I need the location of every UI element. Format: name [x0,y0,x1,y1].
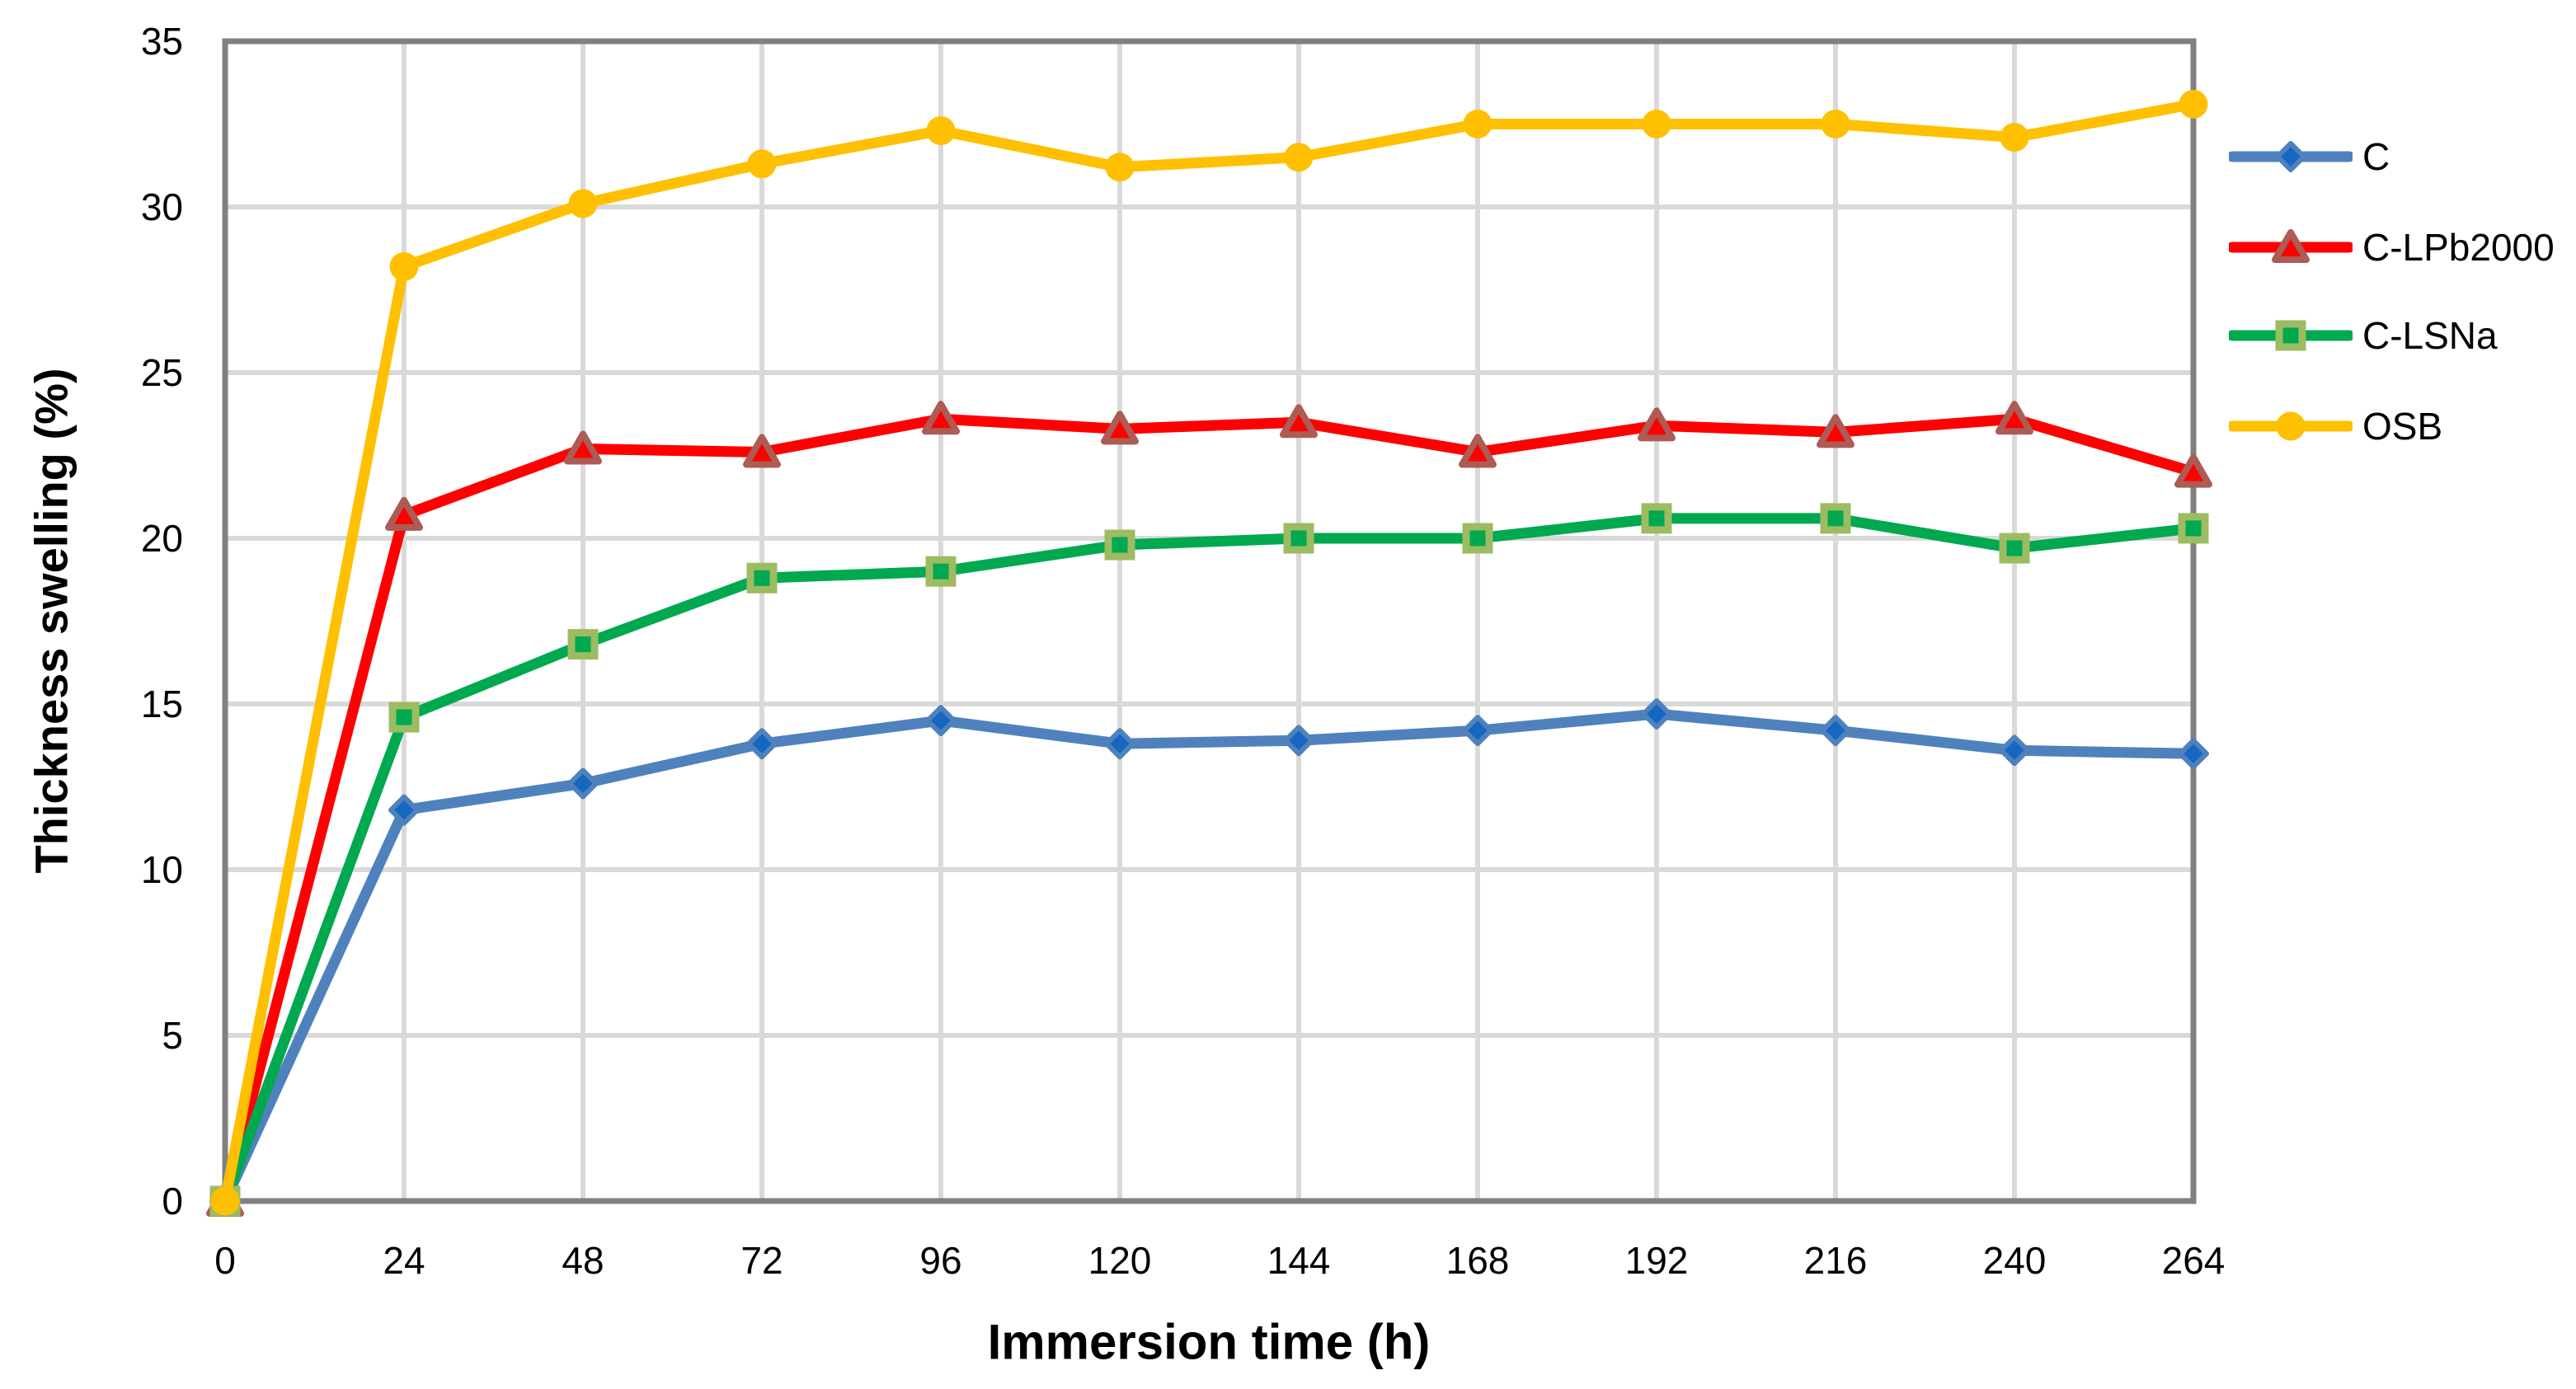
triangle-marker [2272,229,2310,263]
legend-swatch-c [2229,141,2353,172]
x-tick-label: 168 [1446,1239,1510,1282]
legend-label-c-lsna: C-LSNa [2362,314,2498,357]
x-tick-label: 144 [1267,1239,1331,1282]
y-tick-label: 15 [141,683,183,725]
circle-marker [2179,89,2208,119]
diamond-marker [388,794,420,826]
circle-marker [1642,110,1671,138]
y-tick-label: 5 [162,1014,183,1057]
circle-marker [2276,411,2306,441]
x-tick-label: 48 [562,1239,604,1282]
triangle-marker [2174,453,2212,488]
y-tick-label: 25 [141,351,183,394]
square-marker [1104,529,1135,561]
legend-label-osb: OSB [2362,405,2443,448]
square-marker [1283,523,1314,554]
triangle-marker [1995,401,2033,435]
series-c-lpb2000 [206,401,2212,1217]
circle-marker [1105,153,1135,182]
diamond-marker [1820,715,1851,747]
series-c [209,698,2209,1217]
diamond-marker [2275,141,2306,172]
y-tick-label: 35 [141,20,183,63]
diamond-marker [567,767,599,800]
circle-marker [747,149,777,179]
square-marker [1462,523,1493,554]
diamond-marker [1462,715,1493,747]
square-marker [2275,320,2306,351]
legend-swatch-osb [2229,411,2353,441]
diamond-marker [1283,725,1314,757]
legend-label-c-lpb2000: C-LPb2000 [2362,226,2555,269]
series-osb [210,89,2208,1216]
circle-marker [568,189,598,218]
x-tick-label: 96 [919,1239,961,1282]
circle-marker [1463,110,1492,138]
x-tick-label: 192 [1625,1239,1689,1282]
circle-marker [389,251,419,281]
legend-item-c-lpb2000: C-LPb2000 [2229,223,2555,272]
square-marker [925,556,957,587]
x-axis-title: Immersion time (h) [987,1314,1431,1370]
legend-item-c: C [2229,132,2390,181]
y-tick-label: 30 [141,185,183,228]
triangle-marker [564,430,602,465]
y-axis-title: Thickness swelling (%) [25,368,78,874]
square-marker [746,562,778,594]
circle-marker [1821,110,1850,138]
x-tick-label: 24 [383,1239,425,1282]
square-marker [388,702,420,733]
diamond-marker [2178,738,2209,770]
x-tick-label: 120 [1088,1239,1152,1282]
triangle-marker [743,434,781,468]
square-marker [1820,503,1851,534]
square-marker [2178,513,2209,544]
square-marker [1999,533,2030,564]
x-tick-label: 72 [740,1239,783,1282]
triangle-marker [1638,407,1676,442]
square-marker [567,629,599,660]
circle-marker [210,1186,240,1216]
y-tick-label: 10 [141,848,183,891]
diamond-marker [746,728,778,760]
plot-border [222,38,2197,1204]
x-tick-label: 240 [1983,1239,2047,1282]
y-tick-label: 0 [162,1180,183,1222]
triangle-marker [922,401,960,435]
x-tick-label: 264 [2162,1239,2226,1282]
triangle-marker [1459,434,1497,468]
diamond-marker [1104,728,1135,760]
triangle-marker [1101,411,1139,445]
legend-swatch-c-lsna [2229,320,2353,351]
series-line [219,513,2199,1207]
circle-marker [926,116,956,146]
triangle-marker [385,496,423,531]
legend-swatch-c-lpb2000 [2229,229,2353,263]
series-c-lsna [209,503,2209,1217]
diamond-marker [1641,698,1672,730]
diamond-marker [1999,734,2030,767]
legend-label-c: C [2362,135,2390,178]
triangle-marker [1280,404,1318,439]
y-tick-label: 20 [141,517,183,560]
x-tick-label: 0 [214,1239,236,1282]
square-marker [1641,503,1672,534]
series-line [219,413,2199,1207]
diamond-marker [925,705,957,737]
x-tick-label: 216 [1804,1239,1868,1282]
legend-item-c-lsna: C-LSNa [2229,311,2498,360]
circle-marker [2000,123,2029,153]
triangle-marker [1817,414,1854,448]
series-line [219,98,2199,1207]
series-line [219,708,2199,1207]
circle-marker [1284,143,1314,172]
legend-item-osb: OSB [2229,401,2442,451]
